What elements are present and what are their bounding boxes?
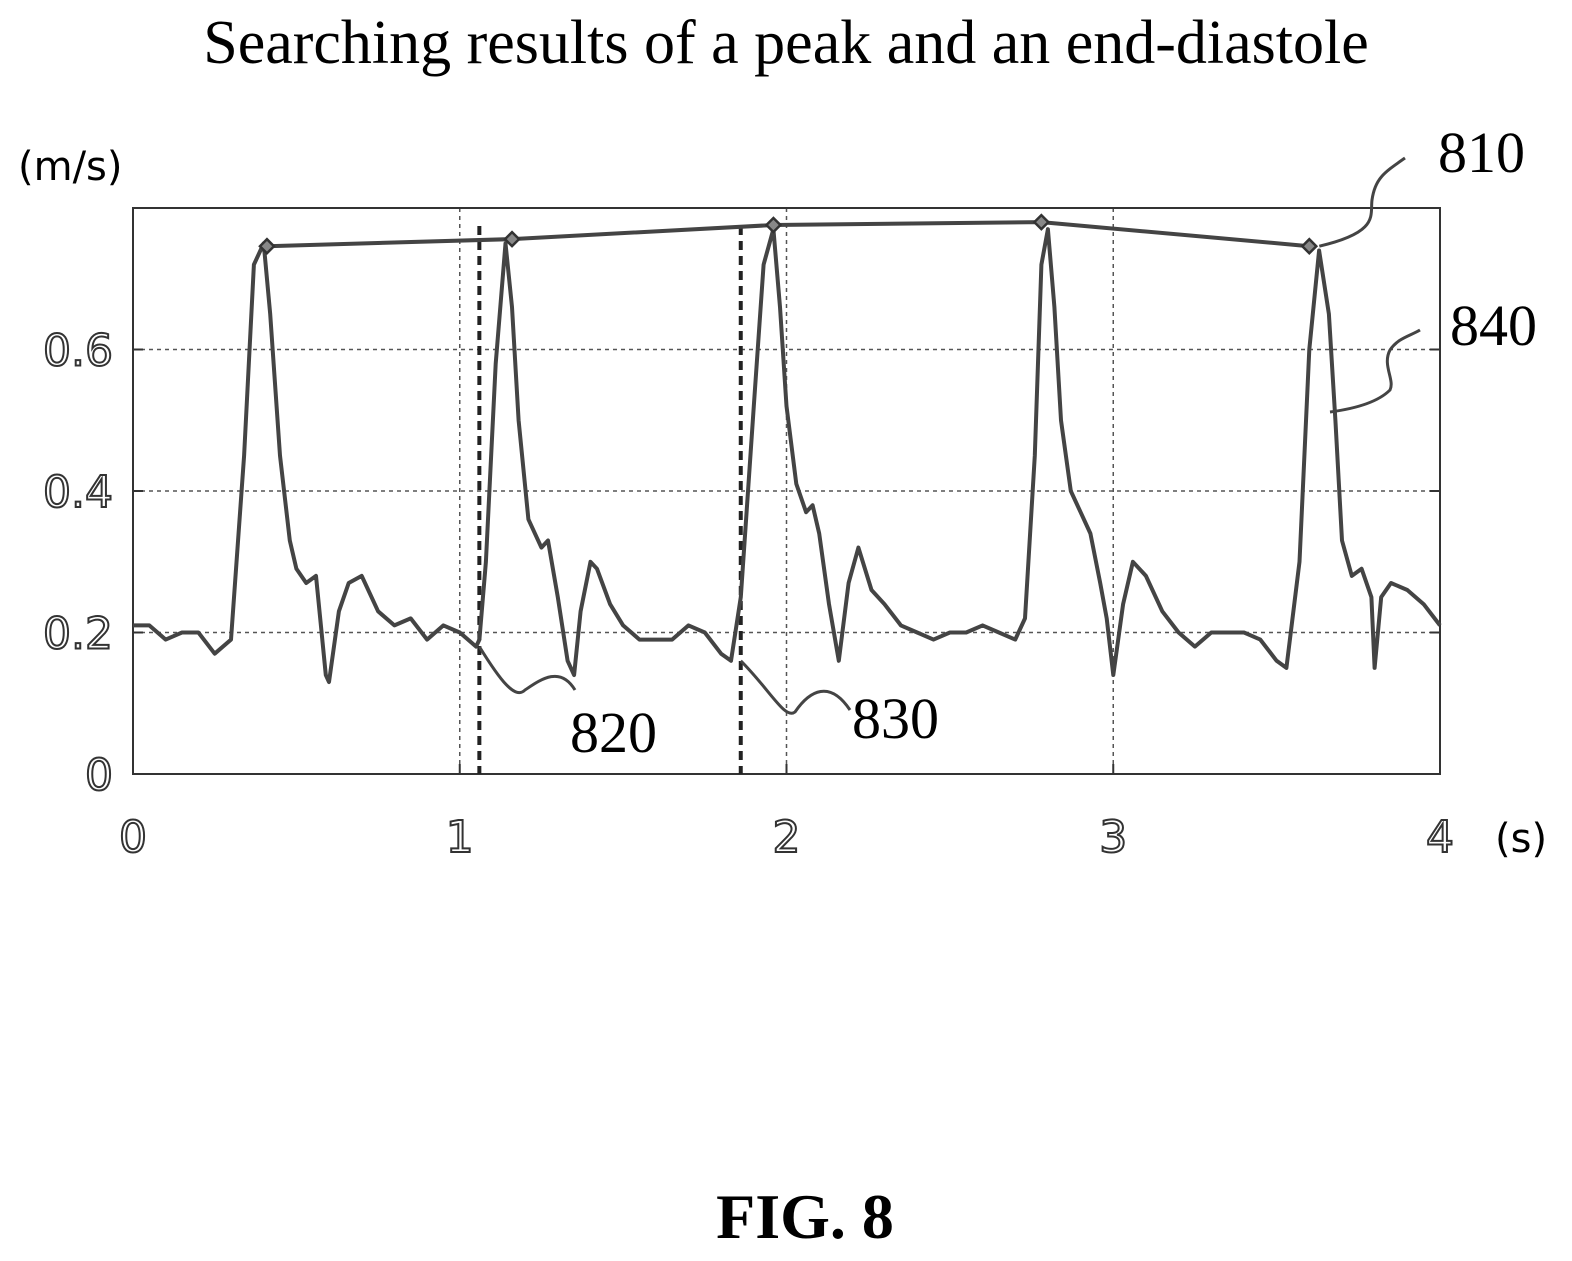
x-tick-label: 4 [1426,812,1454,863]
y-axis-unit: (m/s) [18,144,123,190]
peak-envelope-line [266,220,1310,249]
leader-840 [1329,328,1421,414]
x-tick-label: 1 [446,812,474,863]
leader-820 [478,645,577,694]
leader-lines [478,156,1421,715]
peak-point [1300,237,1319,255]
labels: (m/s) (s) 810 820 830 840 [18,120,1547,862]
leader-830 [739,659,852,715]
x-tick-label: 0 [119,812,147,863]
y-tick-label: 0.4 [43,467,113,518]
peak-point [258,237,276,255]
leader-810 [1318,156,1406,248]
axis-ticks: 0 1 2 3 4 0 0.2 0.4 0.6 [42,325,1455,865]
chart-title: Searching results of a peak and an end-d… [203,9,1369,77]
x-tick-label: 3 [1099,812,1127,863]
y-tick-label: 0 [85,750,113,801]
ref-label-810: 810 [1438,120,1525,185]
grid [132,207,1441,774]
y-tick-label: 0.6 [43,326,113,377]
x-axis-unit: (s) [1495,816,1547,862]
end-diastole-markers [477,226,743,774]
y-tick-label: 0.2 [43,609,113,660]
x-tick-label: 2 [773,812,801,863]
series [133,213,1442,684]
peak-point [1032,213,1051,231]
ref-label-830: 830 [852,686,939,751]
velocity-waveform-line [133,227,1442,684]
peak-point [503,230,521,248]
ref-label-840: 840 [1450,293,1537,358]
ref-label-820: 820 [570,700,657,765]
peak-point [764,216,783,234]
figure-caption: FIG. 8 [716,1181,894,1252]
